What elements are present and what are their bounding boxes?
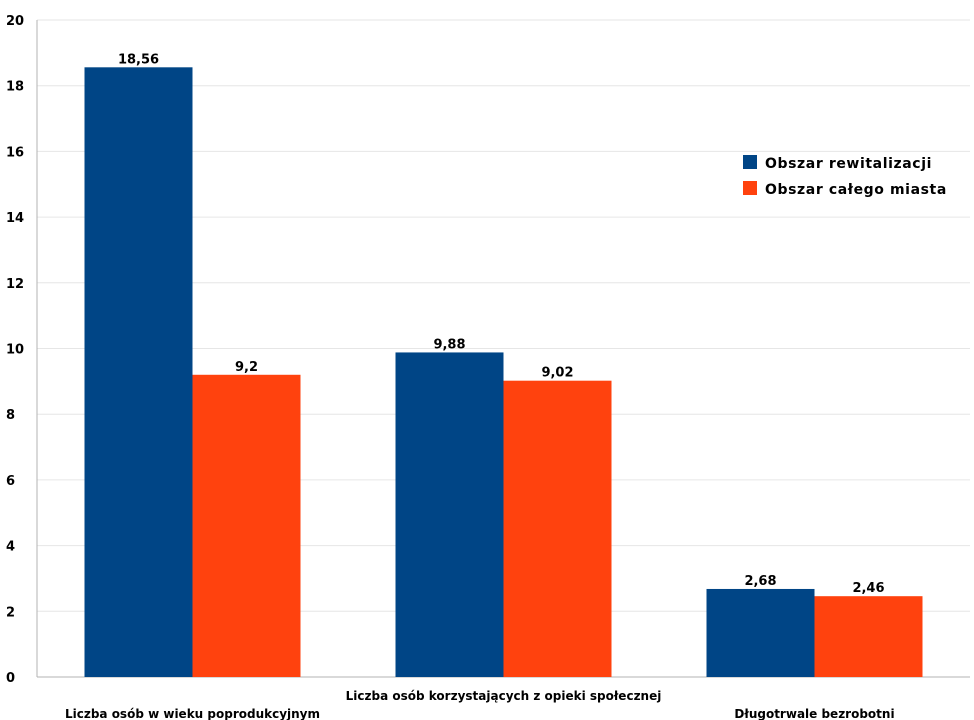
y-tick-label-12: 12 [6,277,24,292]
legend-label-2: Obszar całego miasta [765,182,947,198]
y-tick-label-2: 2 [6,605,15,620]
data-label-1-2: 9,88 [433,337,465,352]
bar-2-1 [192,374,301,677]
category-label-2: Liczba osób korzystających z opieki społ… [346,689,662,703]
y-axis-ticks: 0 2 4 6 8 10 12 14 16 18 20 [6,14,24,686]
bars [84,67,923,677]
y-tick-label-6: 6 [6,474,15,489]
category-labels: Liczba osób w wieku poprodukcyjnym Liczba… [65,689,895,720]
bar-2-2 [503,380,612,677]
y-tick-label-4: 4 [6,540,15,555]
legend-label-1: Obszar rewitalizacji [765,156,932,172]
y-tick-label-8: 8 [6,408,15,423]
data-label-2-2: 9,02 [541,366,573,381]
bar-1-2 [395,352,504,677]
data-labels: 18,56 9,2 9,88 9,02 2,68 2,46 [118,52,885,596]
data-label-1-3: 2,68 [744,574,776,589]
legend-swatch-1 [743,155,757,169]
category-label-3: Długotrwale bezrobotni [734,707,894,720]
data-label-2-1: 9,2 [235,360,258,375]
y-tick-label-16: 16 [6,145,24,160]
y-tick-label-20: 20 [6,14,24,29]
y-tick-label-10: 10 [6,343,24,358]
bar-1-1 [84,67,193,677]
legend-swatch-2 [743,181,757,195]
data-label-2-3: 2,46 [852,581,884,596]
category-label-1: Liczba osób w wieku poprodukcyjnym [65,707,320,720]
bar-2-3 [814,596,923,677]
y-tick-label-0: 0 [6,671,15,686]
legend: Obszar rewitalizacji Obszar całego miasta [743,155,947,198]
bar-1-3 [706,588,815,677]
data-label-1-1: 18,56 [118,52,159,67]
y-tick-label-14: 14 [6,211,24,226]
y-tick-label-18: 18 [6,80,24,95]
